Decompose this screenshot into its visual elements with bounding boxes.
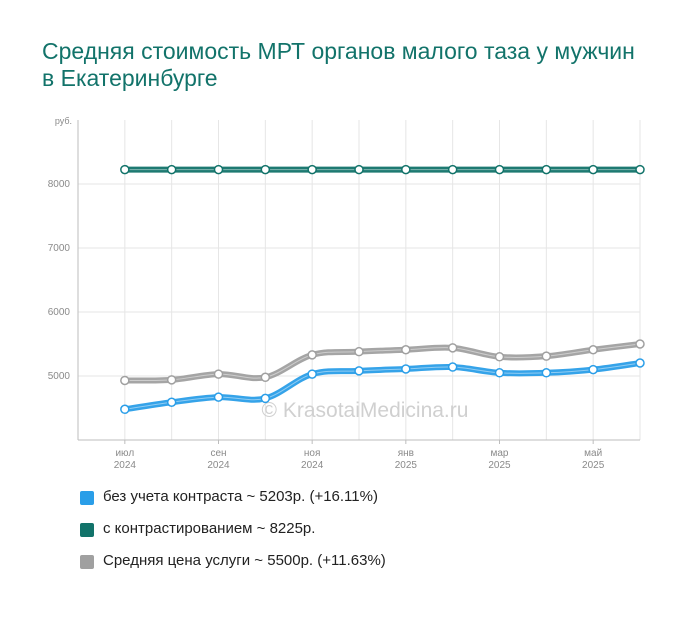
data-point xyxy=(447,164,458,175)
legend-label: Средняя цена услуги ~ 5500р. (+11.63%) xyxy=(103,552,386,569)
data-point xyxy=(354,346,364,357)
data-point xyxy=(588,345,598,355)
x-tick-month-label: сен xyxy=(210,448,226,459)
legend-swatch xyxy=(80,555,94,569)
series-no-contrast xyxy=(120,358,645,415)
x-tick-month-label: июл xyxy=(115,448,134,459)
legend-swatch xyxy=(80,523,94,537)
y-tick-label: 5000 xyxy=(48,371,71,382)
data-point xyxy=(401,364,411,374)
data-point xyxy=(307,369,317,379)
data-point xyxy=(213,369,224,379)
data-point xyxy=(260,372,271,383)
data-point xyxy=(541,368,552,378)
x-tick-year-label: 2024 xyxy=(301,460,324,471)
data-point xyxy=(120,164,130,175)
data-point xyxy=(213,392,224,402)
data-point xyxy=(635,339,645,349)
legend-swatch xyxy=(80,491,94,505)
x-tick-year-label: 2025 xyxy=(488,460,511,471)
y-tick-label: 8000 xyxy=(48,179,71,190)
y-axis-unit-label: руб. xyxy=(55,116,72,126)
data-point xyxy=(588,164,598,175)
legend-label: с контрастированием ~ 8225р. xyxy=(103,520,316,537)
y-tick-label: 6000 xyxy=(48,307,71,318)
chart-title: Средняя стоимость МРТ органов малого таз… xyxy=(42,38,635,91)
data-point xyxy=(354,164,364,175)
x-tick-year-label: 2025 xyxy=(582,460,605,471)
data-point xyxy=(260,393,271,404)
x-tick-year-label: 2024 xyxy=(207,460,230,471)
series-with-contrast xyxy=(120,164,645,175)
data-point xyxy=(354,366,364,376)
data-point xyxy=(213,164,224,175)
watermark-text: © KrasotaiMedicina.ru xyxy=(262,399,469,422)
data-point xyxy=(166,375,177,385)
data-point xyxy=(494,368,505,378)
data-point xyxy=(307,164,317,175)
data-point xyxy=(401,164,411,175)
data-point xyxy=(447,362,458,372)
x-tick-month-label: май xyxy=(584,448,602,459)
x-tick-month-label: мар xyxy=(491,448,509,459)
data-point xyxy=(588,364,598,375)
x-tick-month-label: янв xyxy=(398,448,414,459)
data-point xyxy=(401,345,411,355)
series xyxy=(120,164,645,415)
data-point xyxy=(447,343,458,353)
data-point xyxy=(166,164,177,175)
data-point xyxy=(635,164,645,175)
y-tick-label: 7000 xyxy=(48,243,71,254)
data-point xyxy=(120,375,130,386)
data-point xyxy=(307,350,317,360)
data-point xyxy=(260,164,271,175)
tick-labels: 5000600070008000руб.июл2024сен2024ноя202… xyxy=(48,116,605,471)
data-point xyxy=(635,358,645,368)
x-tick-month-label: ноя xyxy=(304,448,321,459)
legend-label: без учета контраста ~ 5203р. (+16.11%) xyxy=(103,488,378,505)
series-average-price xyxy=(120,339,645,386)
data-point xyxy=(166,397,177,407)
data-point xyxy=(494,352,505,362)
x-tick-year-label: 2024 xyxy=(114,460,137,471)
data-point xyxy=(541,351,552,361)
data-point xyxy=(494,164,505,175)
data-point xyxy=(541,164,552,175)
data-point xyxy=(120,404,130,415)
axes xyxy=(77,120,640,444)
x-tick-year-label: 2025 xyxy=(395,460,418,471)
